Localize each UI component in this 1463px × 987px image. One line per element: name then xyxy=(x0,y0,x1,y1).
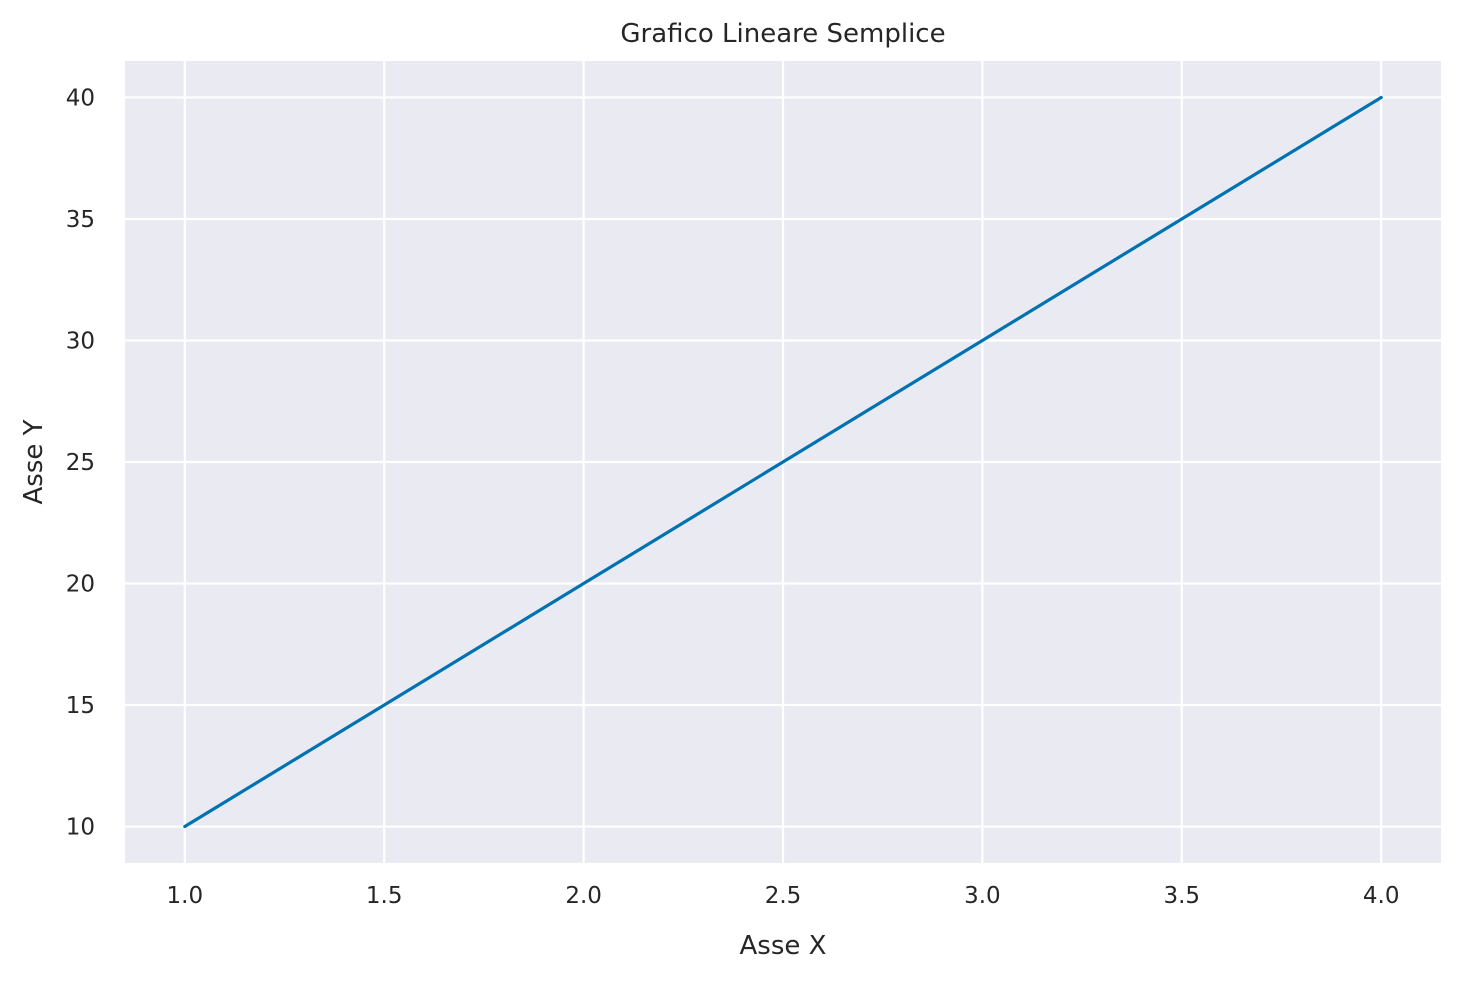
y-tick-label: 25 xyxy=(66,450,95,476)
x-tick-label: 3.0 xyxy=(964,883,1001,909)
x-tick-label: 4.0 xyxy=(1363,883,1400,909)
y-axis-label: Asse Y xyxy=(19,419,49,504)
series-layer xyxy=(183,95,1383,829)
x-tick-label: 2.5 xyxy=(765,883,802,909)
tick-labels: 1.0 1.5 2.0 2.5 3.0 3.5 4.0 10 15 20 25 30 35 40 xyxy=(66,85,1400,909)
y-tick-label: 30 xyxy=(66,328,95,354)
x-tick-label: 1.0 xyxy=(167,883,204,909)
x-tick-label: 3.5 xyxy=(1163,883,1200,909)
y-tick-label: 40 xyxy=(66,85,95,111)
series-line xyxy=(183,95,1383,829)
x-tick-label: 1.5 xyxy=(366,883,403,909)
y-tick-label: 35 xyxy=(66,207,95,233)
x-axis-label: Asse X xyxy=(740,931,827,961)
y-tick-label: 20 xyxy=(66,572,95,598)
x-tick-label: 2.0 xyxy=(565,883,602,909)
y-tick-label: 10 xyxy=(66,815,95,841)
chart-title: Grafico Lineare Semplice xyxy=(620,19,945,49)
y-tick-label: 15 xyxy=(66,693,95,719)
